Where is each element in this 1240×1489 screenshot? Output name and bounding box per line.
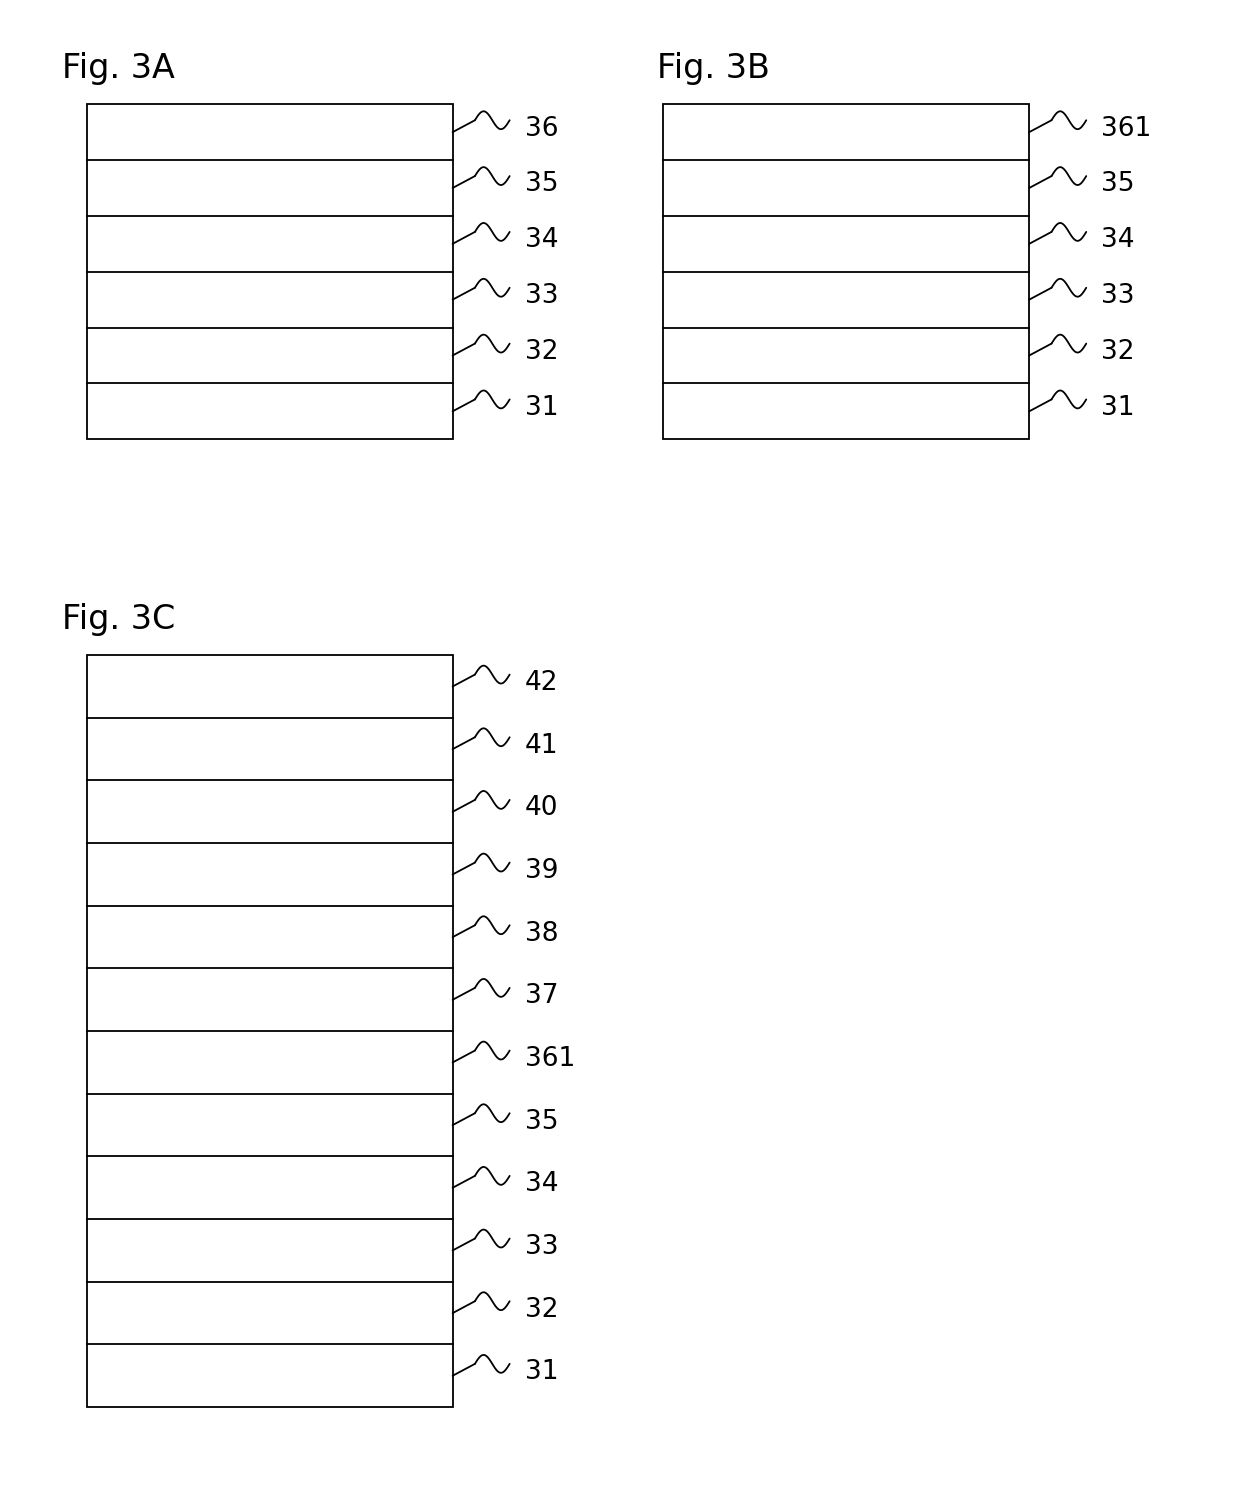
Text: 36: 36 bbox=[525, 116, 558, 141]
Text: 34: 34 bbox=[1101, 228, 1135, 253]
Text: 39: 39 bbox=[525, 858, 558, 884]
Text: 41: 41 bbox=[525, 733, 558, 758]
Text: 32: 32 bbox=[525, 339, 558, 365]
Text: Fig. 3C: Fig. 3C bbox=[62, 603, 175, 636]
Text: 40: 40 bbox=[525, 795, 558, 822]
Text: 32: 32 bbox=[525, 1297, 558, 1322]
Text: Fig. 3B: Fig. 3B bbox=[657, 52, 770, 85]
Text: 31: 31 bbox=[525, 395, 558, 421]
Text: 37: 37 bbox=[525, 983, 558, 1010]
Text: Fig. 3A: Fig. 3A bbox=[62, 52, 175, 85]
Text: 31: 31 bbox=[1101, 395, 1135, 421]
Text: 33: 33 bbox=[525, 283, 558, 310]
Bar bbox=[87, 655, 453, 1407]
Text: 31: 31 bbox=[525, 1359, 558, 1385]
Text: 38: 38 bbox=[525, 920, 558, 947]
Text: 32: 32 bbox=[1101, 339, 1135, 365]
Text: 35: 35 bbox=[525, 1108, 558, 1135]
Text: 35: 35 bbox=[525, 171, 558, 198]
Bar bbox=[663, 104, 1029, 439]
Text: 361: 361 bbox=[525, 1045, 575, 1072]
Text: 33: 33 bbox=[525, 1234, 558, 1260]
Text: 34: 34 bbox=[525, 1172, 558, 1197]
Text: 33: 33 bbox=[1101, 283, 1135, 310]
Bar bbox=[87, 104, 453, 439]
Text: 361: 361 bbox=[1101, 116, 1152, 141]
Text: 34: 34 bbox=[525, 228, 558, 253]
Text: 42: 42 bbox=[525, 670, 558, 695]
Text: 35: 35 bbox=[1101, 171, 1135, 198]
